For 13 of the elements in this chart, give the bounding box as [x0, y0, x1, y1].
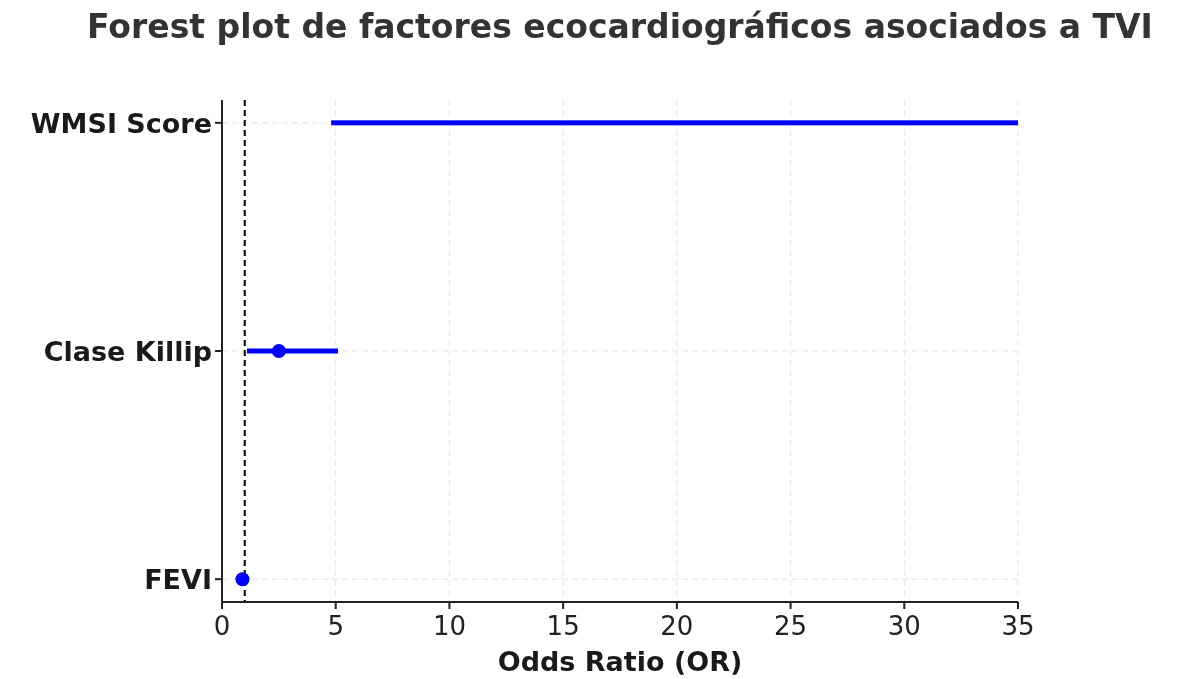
x-tick-label: 25 [774, 611, 808, 641]
x-axis-title: Odds Ratio (OR) [497, 646, 743, 677]
x-tick-label: 20 [660, 611, 694, 641]
x-tick-label: 0 [213, 611, 231, 641]
x-tick-label: 5 [327, 611, 344, 641]
y-tick-label: WMSI Score [30, 107, 212, 139]
y-tick-label: Clase Killip [43, 336, 212, 367]
chart-title: Forest plot de factores ecocardiográficos asociados a TVI [87, 7, 1153, 46]
x-tick-label: 10 [432, 611, 466, 641]
x-tick-label: 35 [1001, 611, 1035, 641]
x-tick-label: 15 [546, 611, 580, 641]
y-tick-label: FEVI [144, 564, 212, 596]
x-tick-label: 30 [887, 611, 921, 641]
